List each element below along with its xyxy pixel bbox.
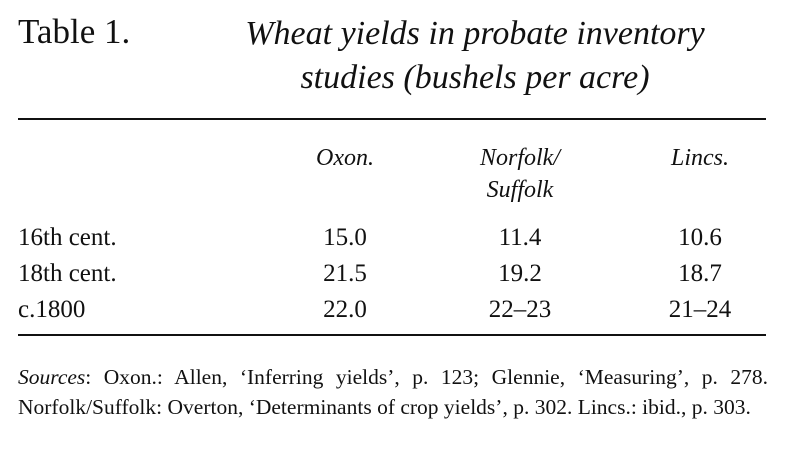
column-header: Lincs. <box>670 145 729 171</box>
sources-note: Sources: Oxon.: Allen, ‘Inferring yields… <box>18 362 768 422</box>
cell: 22.0 <box>323 296 367 323</box>
top-rule <box>18 118 766 120</box>
cell: 19.2 <box>498 260 542 287</box>
cell: 15.0 <box>323 224 367 251</box>
column-header: Norfolk/ Suffolk <box>479 145 560 203</box>
cell: 11.4 <box>498 224 542 251</box>
table-label: Table 1. <box>18 12 131 51</box>
cell: 21.5 <box>323 260 367 287</box>
cell: 22–23 <box>488 296 552 323</box>
row-label: 16th cent. <box>18 224 117 251</box>
sources-text: : Oxon.: Allen, ‘Inferring yields’, p. 1… <box>18 365 768 419</box>
cell: 10.6 <box>678 224 722 251</box>
row-label: c.1800 <box>18 296 86 323</box>
cell: 21–24 <box>668 296 732 323</box>
bottom-rule <box>18 334 766 336</box>
cell: 18.7 <box>678 260 722 287</box>
sources-label: Sources <box>18 365 86 389</box>
row-label: 18th cent. <box>18 260 117 287</box>
column-header: Oxon. <box>316 145 374 171</box>
table-title: Wheat yields in probate inventory studie… <box>245 15 705 96</box>
